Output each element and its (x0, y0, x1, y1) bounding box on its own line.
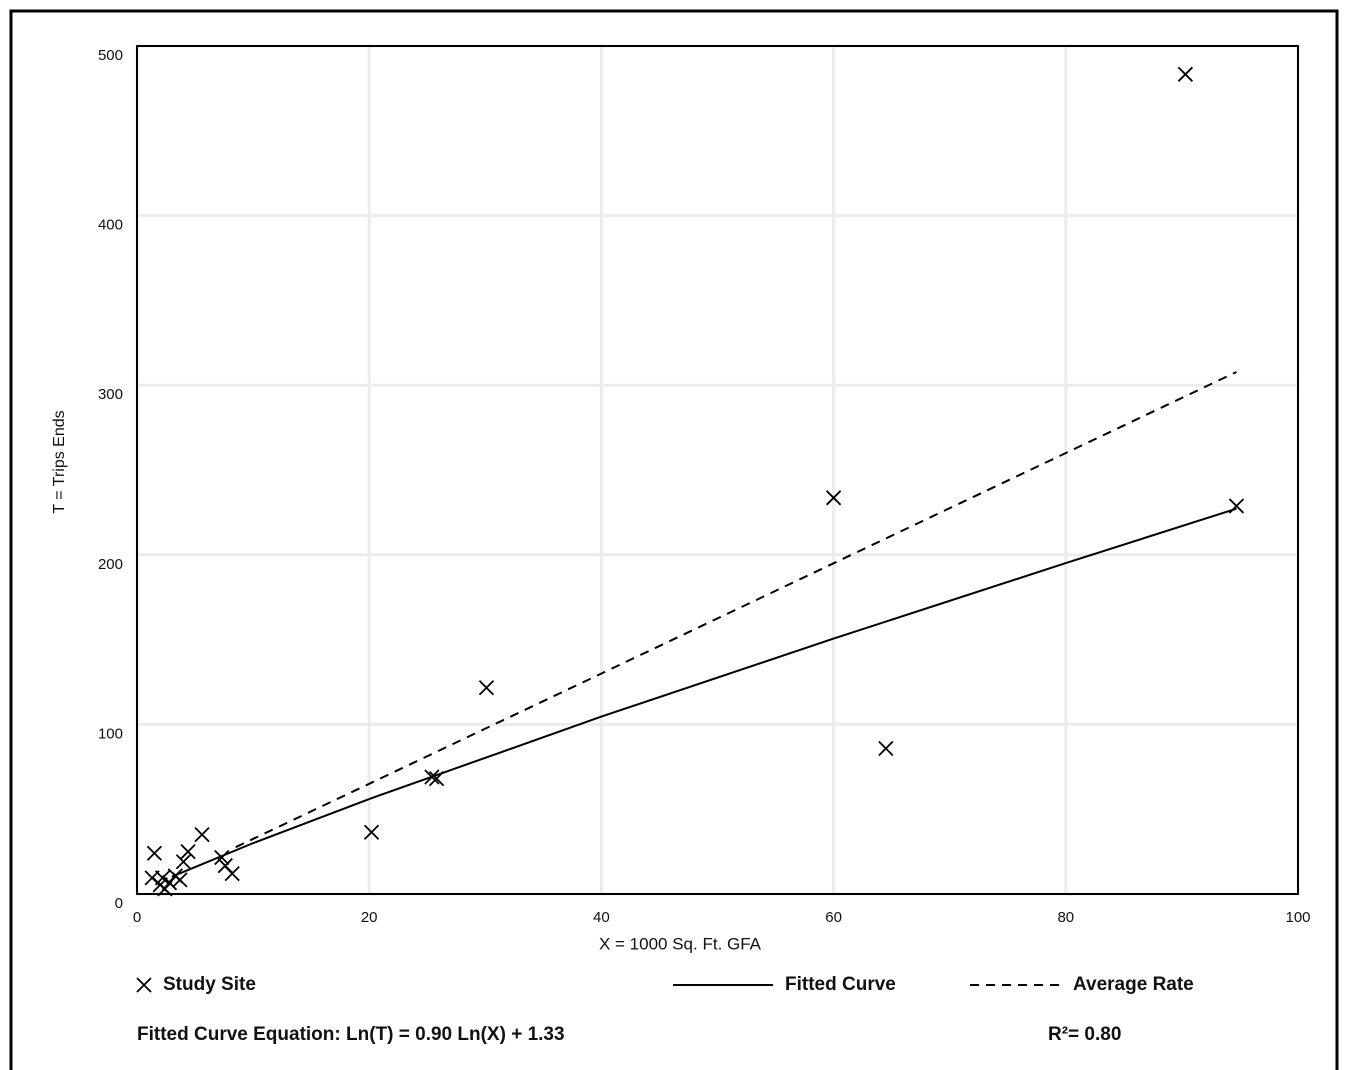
x-tick-label: 0 (133, 909, 141, 926)
average-rate-line (235, 371, 1237, 849)
study-site-marker (194, 827, 210, 843)
study-site-marker (214, 849, 230, 866)
study-site-marker (478, 680, 495, 696)
y-tick-label: 200 (98, 556, 123, 573)
x-tick-label: 20 (361, 909, 378, 926)
fitted-curve-line (171, 507, 1237, 878)
x-tick-label: 60 (825, 909, 842, 926)
study-site-marker (878, 740, 894, 757)
outer-border (9, 9, 1339, 1070)
study-site-marker (154, 870, 171, 886)
x-tick-label: 100 (1285, 909, 1310, 926)
legend-marker (136, 977, 152, 993)
y-tick-label: 300 (98, 386, 123, 403)
y-tick-label: 100 (98, 725, 123, 742)
study-site-marker (224, 866, 240, 882)
y-tick-label: 500 (98, 47, 123, 64)
study-site-marker (1177, 66, 1194, 82)
x-axis-label: X = 1000 Sq. Ft. GFA (599, 934, 762, 953)
plot-frame (136, 45, 1299, 895)
study-site-marker (146, 845, 163, 861)
x-tick-label: 80 (1057, 909, 1074, 926)
study-site-marker (175, 854, 192, 870)
study-site-marker (825, 490, 842, 506)
legend-label: Average Rate (1073, 974, 1194, 995)
study-site-marker (363, 824, 380, 840)
y-axis-label: T = Trips Ends (51, 410, 68, 513)
x-tick-label: 40 (593, 909, 610, 926)
legend-label: Study Site (163, 974, 256, 995)
equation: Fitted Curve Equation: Ln(T) = 0.90 Ln(X… (137, 1024, 565, 1045)
study-site-marker (180, 843, 196, 860)
y-tick-label: 400 (98, 217, 123, 234)
y-tick-label: 0 (115, 895, 123, 912)
r-squared: R²= 0.80 (1048, 1024, 1121, 1045)
legend-label: Fitted Curve (785, 974, 896, 995)
